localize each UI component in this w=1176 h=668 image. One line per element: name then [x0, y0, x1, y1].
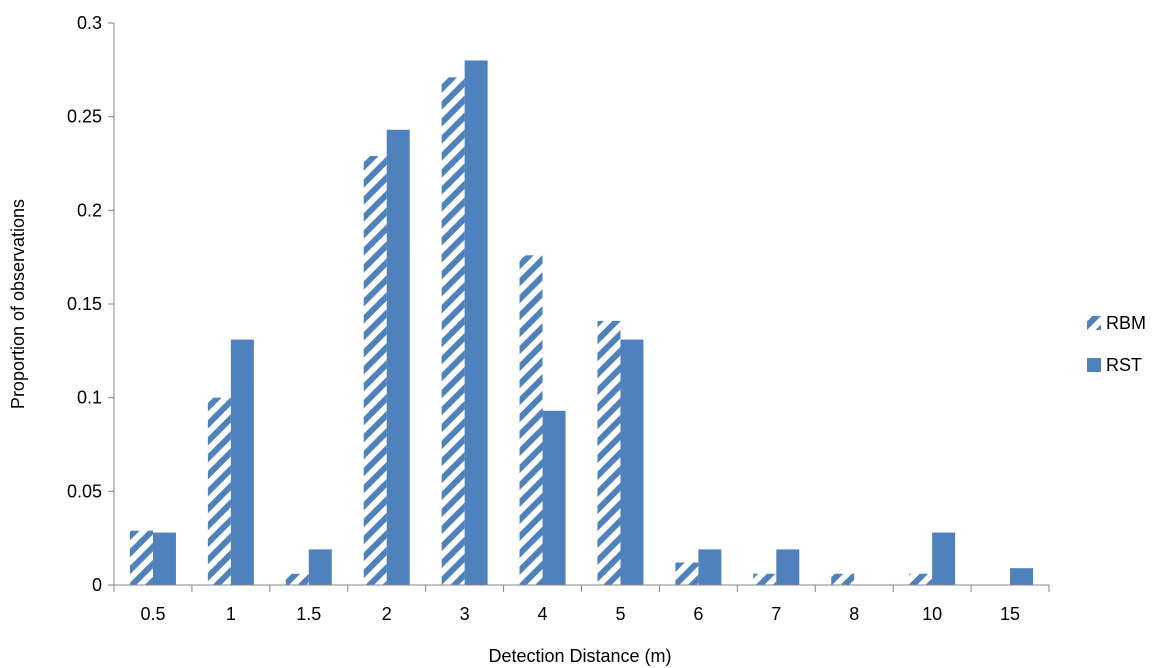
x-tick-label: 2 — [382, 604, 392, 624]
x-tick-label: 0.5 — [140, 604, 165, 624]
bar-rst-3 — [464, 60, 488, 585]
bar-rbm-6 — [675, 562, 699, 585]
bars-layer — [129, 60, 1034, 586]
bar-rbm-8 — [831, 573, 855, 585]
y-tick-label: 0 — [92, 575, 102, 595]
x-tick-label: 3 — [460, 604, 470, 624]
y-tick-label: 0.3 — [77, 13, 102, 33]
bar-rst-0.5 — [152, 532, 176, 585]
bar-rst-4 — [542, 410, 566, 585]
legend-label-rbm: RBM — [1106, 313, 1146, 333]
bar-rst-6 — [698, 549, 722, 585]
x-tick-label: 8 — [849, 604, 859, 624]
bar-rst-15 — [1010, 568, 1034, 585]
x-axis-title: Detection Distance (m) — [488, 646, 671, 666]
y-tick-label: 0.05 — [67, 481, 102, 501]
bar-rst-10 — [932, 532, 956, 585]
x-tick-label: 15 — [1000, 604, 1020, 624]
bar-rbm-1 — [207, 397, 231, 585]
legend-label-rst: RST — [1106, 355, 1142, 375]
legend-swatch-rst — [1087, 358, 1101, 372]
legend: RBM RST — [1087, 313, 1146, 375]
legend-swatch-rbm — [1087, 316, 1101, 330]
bar-rbm-10 — [909, 573, 933, 585]
bar-rst-2 — [386, 129, 410, 585]
bar-rst-1.5 — [308, 549, 332, 585]
bar-rst-7 — [776, 549, 800, 585]
x-tick-label: 4 — [538, 604, 548, 624]
bar-rst-1 — [230, 339, 254, 585]
y-tick-label: 0.25 — [67, 107, 102, 127]
bar-rbm-4 — [519, 255, 543, 585]
bar-rbm-5 — [597, 320, 621, 585]
bar-rbm-2 — [363, 156, 387, 586]
y-tick-label: 0.1 — [77, 388, 102, 408]
bar-rbm-7 — [753, 573, 777, 585]
x-tick-label: 10 — [922, 604, 942, 624]
x-tick-label: 6 — [693, 604, 703, 624]
axes-layer — [108, 22, 1050, 592]
x-tick-label: 1 — [226, 604, 236, 624]
tick-labels-layer: 0 0.05 0.1 0.15 0.2 0.25 0.3 0.5 1 1.5 2 3 4 5 6 7 8 10 15 — [67, 13, 1020, 624]
bar-rst-5 — [620, 339, 644, 585]
bar-rbm-1.5 — [285, 573, 309, 585]
y-axis-title: Proportion of observations — [8, 199, 28, 409]
x-tick-label: 7 — [771, 604, 781, 624]
y-tick-label: 0.2 — [77, 200, 102, 220]
bar-rbm-0.5 — [129, 530, 153, 585]
y-tick-label: 0.15 — [67, 294, 102, 314]
bar-rbm-3 — [441, 77, 465, 586]
x-tick-label: 1.5 — [296, 604, 321, 624]
x-tick-label: 5 — [615, 604, 625, 624]
